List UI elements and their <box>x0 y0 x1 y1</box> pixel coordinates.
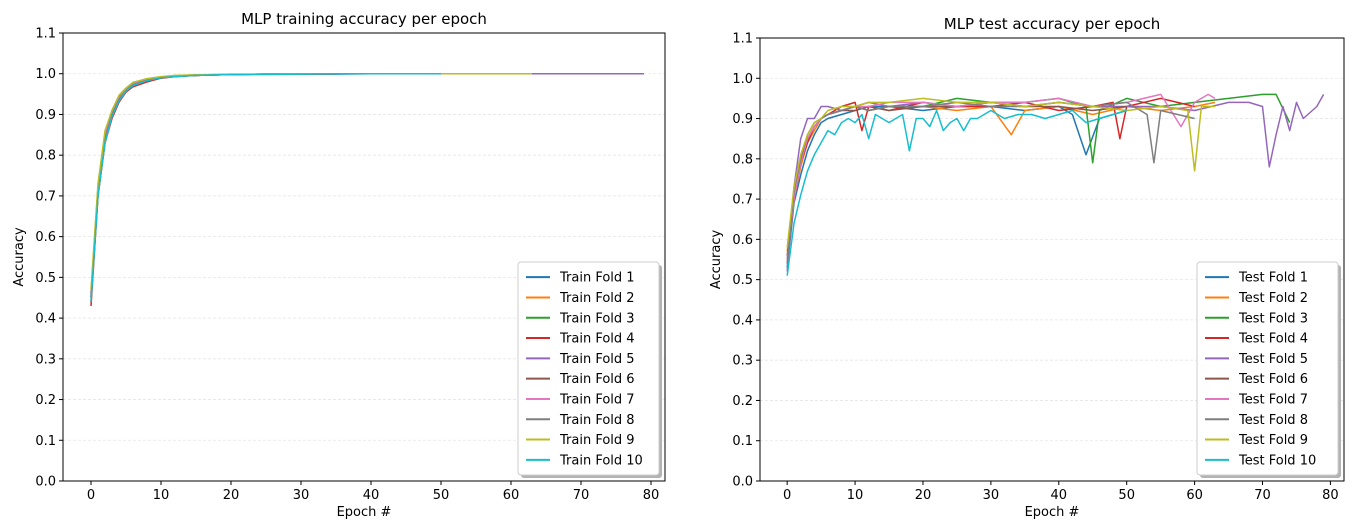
y-tick-label: 0.8 <box>732 152 753 167</box>
plot-frame <box>62 32 666 482</box>
x-tick-label: 40 <box>1051 488 1068 503</box>
legend-label-6: Test Fold 6 <box>1238 372 1308 387</box>
y-axis-label: Accuracy <box>709 230 724 290</box>
y-tick-label: 0.0 <box>35 475 56 490</box>
x-tick-label: 30 <box>983 488 1000 503</box>
series-line-9 <box>786 97 1215 248</box>
legend-label-4: Test Fold 4 <box>1238 332 1308 347</box>
series-line-4 <box>786 97 1195 264</box>
series-line-1 <box>90 72 511 298</box>
series-line-5 <box>786 94 1325 272</box>
x-tick-label: 20 <box>223 488 240 503</box>
legend-label-1: Test Fold 1 <box>1238 271 1308 286</box>
chart-title: MLP test accuracy per epoch <box>944 15 1161 33</box>
x-tick-label: 0 <box>783 488 791 503</box>
x-tick-label: 10 <box>153 488 170 503</box>
legend-label-8: Train Fold 8 <box>559 413 635 428</box>
x-tick-label: 80 <box>1322 488 1339 503</box>
y-tick-label: 0.4 <box>35 312 56 327</box>
legend-label-9: Test Fold 9 <box>1238 433 1308 448</box>
y-axis-label: Accuracy <box>12 227 27 287</box>
series-line-7 <box>786 93 1216 260</box>
legend-label-10: Test Fold 10 <box>1238 453 1316 468</box>
y-tick-label: 0.6 <box>732 233 753 248</box>
x-axis-label: Epoch # <box>337 505 392 520</box>
legend-label-2: Test Fold 2 <box>1238 291 1308 306</box>
y-tick-label: 0.2 <box>732 394 753 409</box>
y-tick-label: 0.9 <box>732 112 753 127</box>
legend-label-5: Train Fold 5 <box>559 352 635 367</box>
legend: Train Fold 1 Train Fold 2 Train Fold 3 Trai… <box>517 261 662 478</box>
x-tick-label: 70 <box>1254 488 1271 503</box>
y-tick-label: 0.3 <box>732 354 753 369</box>
legend-label-3: Train Fold 3 <box>559 311 635 326</box>
y-tick-label: 0.8 <box>35 149 56 164</box>
legend-box <box>517 261 660 476</box>
test-accuracy-chart: 0.0 0.1 0.2 0.3 0.4 0.5 0.6 0.7 0.8 0.9 1.0 1.1 0 10 2… <box>709 15 1345 520</box>
x-tick-label: 50 <box>433 488 450 503</box>
y-tick-label: 0.9 <box>35 108 56 123</box>
y-tick-label: 1.1 <box>732 32 753 47</box>
y-tick-label: 1.0 <box>35 67 56 82</box>
legend-label-9: Train Fold 9 <box>559 433 635 448</box>
x-tick-label: 70 <box>573 488 590 503</box>
y-tick-label: 0.1 <box>732 434 753 449</box>
y-tick-label: 0.5 <box>35 271 56 286</box>
legend-label-7: Train Fold 7 <box>559 392 635 407</box>
y-tick-label: 0.0 <box>732 475 753 490</box>
x-tick-label: 0 <box>87 488 95 503</box>
y-tick-label: 1.1 <box>35 27 56 42</box>
x-tick-label: 60 <box>1186 488 1203 503</box>
series-line-2 <box>786 101 1216 252</box>
y-tick-label: 0.1 <box>35 434 56 449</box>
x-tick-label: 40 <box>363 488 380 503</box>
legend-label-3: Test Fold 3 <box>1238 311 1308 326</box>
series-line-7 <box>90 72 441 294</box>
legend-label-5: Test Fold 5 <box>1238 352 1308 367</box>
legend-label-7: Test Fold 7 <box>1238 392 1308 407</box>
legend-label-1: Train Fold 1 <box>559 271 635 286</box>
y-tick-label: 1.0 <box>732 72 753 87</box>
y-tick-label: 0.6 <box>35 230 56 245</box>
x-tick-label: 10 <box>847 488 864 503</box>
x-tick-label: 80 <box>643 488 660 503</box>
series-line-10 <box>90 72 441 302</box>
training-accuracy-chart: 0.0 0.1 0.2 0.3 0.4 0.5 0.6 0.7 0.8 0.9 1.0 1.1 0 10 2… <box>12 10 666 520</box>
series-line-2 <box>90 72 532 302</box>
legend-box <box>1196 261 1339 476</box>
legend: Test Fold 1 Test Fold 2 Test Fold 3 Test Fo… <box>1196 261 1341 478</box>
y-tick-label: 0.7 <box>732 193 753 208</box>
series-line-9 <box>90 72 532 290</box>
legend-label-10: Train Fold 10 <box>559 453 643 468</box>
y-tick-label: 0.5 <box>732 273 753 288</box>
chart-title: MLP training accuracy per epoch <box>241 10 487 28</box>
x-tick-label: 60 <box>503 488 520 503</box>
y-tick-label: 0.2 <box>35 393 56 408</box>
x-tick-label: 50 <box>1118 488 1135 503</box>
plot-frame <box>759 37 1345 482</box>
y-tick-label: 0.4 <box>732 313 753 328</box>
series-line-10 <box>786 109 1127 276</box>
y-tick-label: 0.7 <box>35 189 56 204</box>
legend-label-8: Test Fold 8 <box>1238 413 1308 428</box>
series-line-6 <box>90 72 441 302</box>
series-line-8 <box>90 72 441 298</box>
series-line-4 <box>90 72 441 306</box>
legend-label-2: Train Fold 2 <box>559 291 635 306</box>
y-tick-label: 0.3 <box>35 352 56 367</box>
x-tick-label: 20 <box>915 488 932 503</box>
x-tick-label: 30 <box>293 488 310 503</box>
series-line-3 <box>90 72 532 294</box>
x-axis-label: Epoch # <box>1025 505 1080 520</box>
legend-label-4: Train Fold 4 <box>559 332 635 347</box>
series-line-1 <box>786 105 1127 268</box>
legend-label-6: Train Fold 6 <box>559 372 635 387</box>
